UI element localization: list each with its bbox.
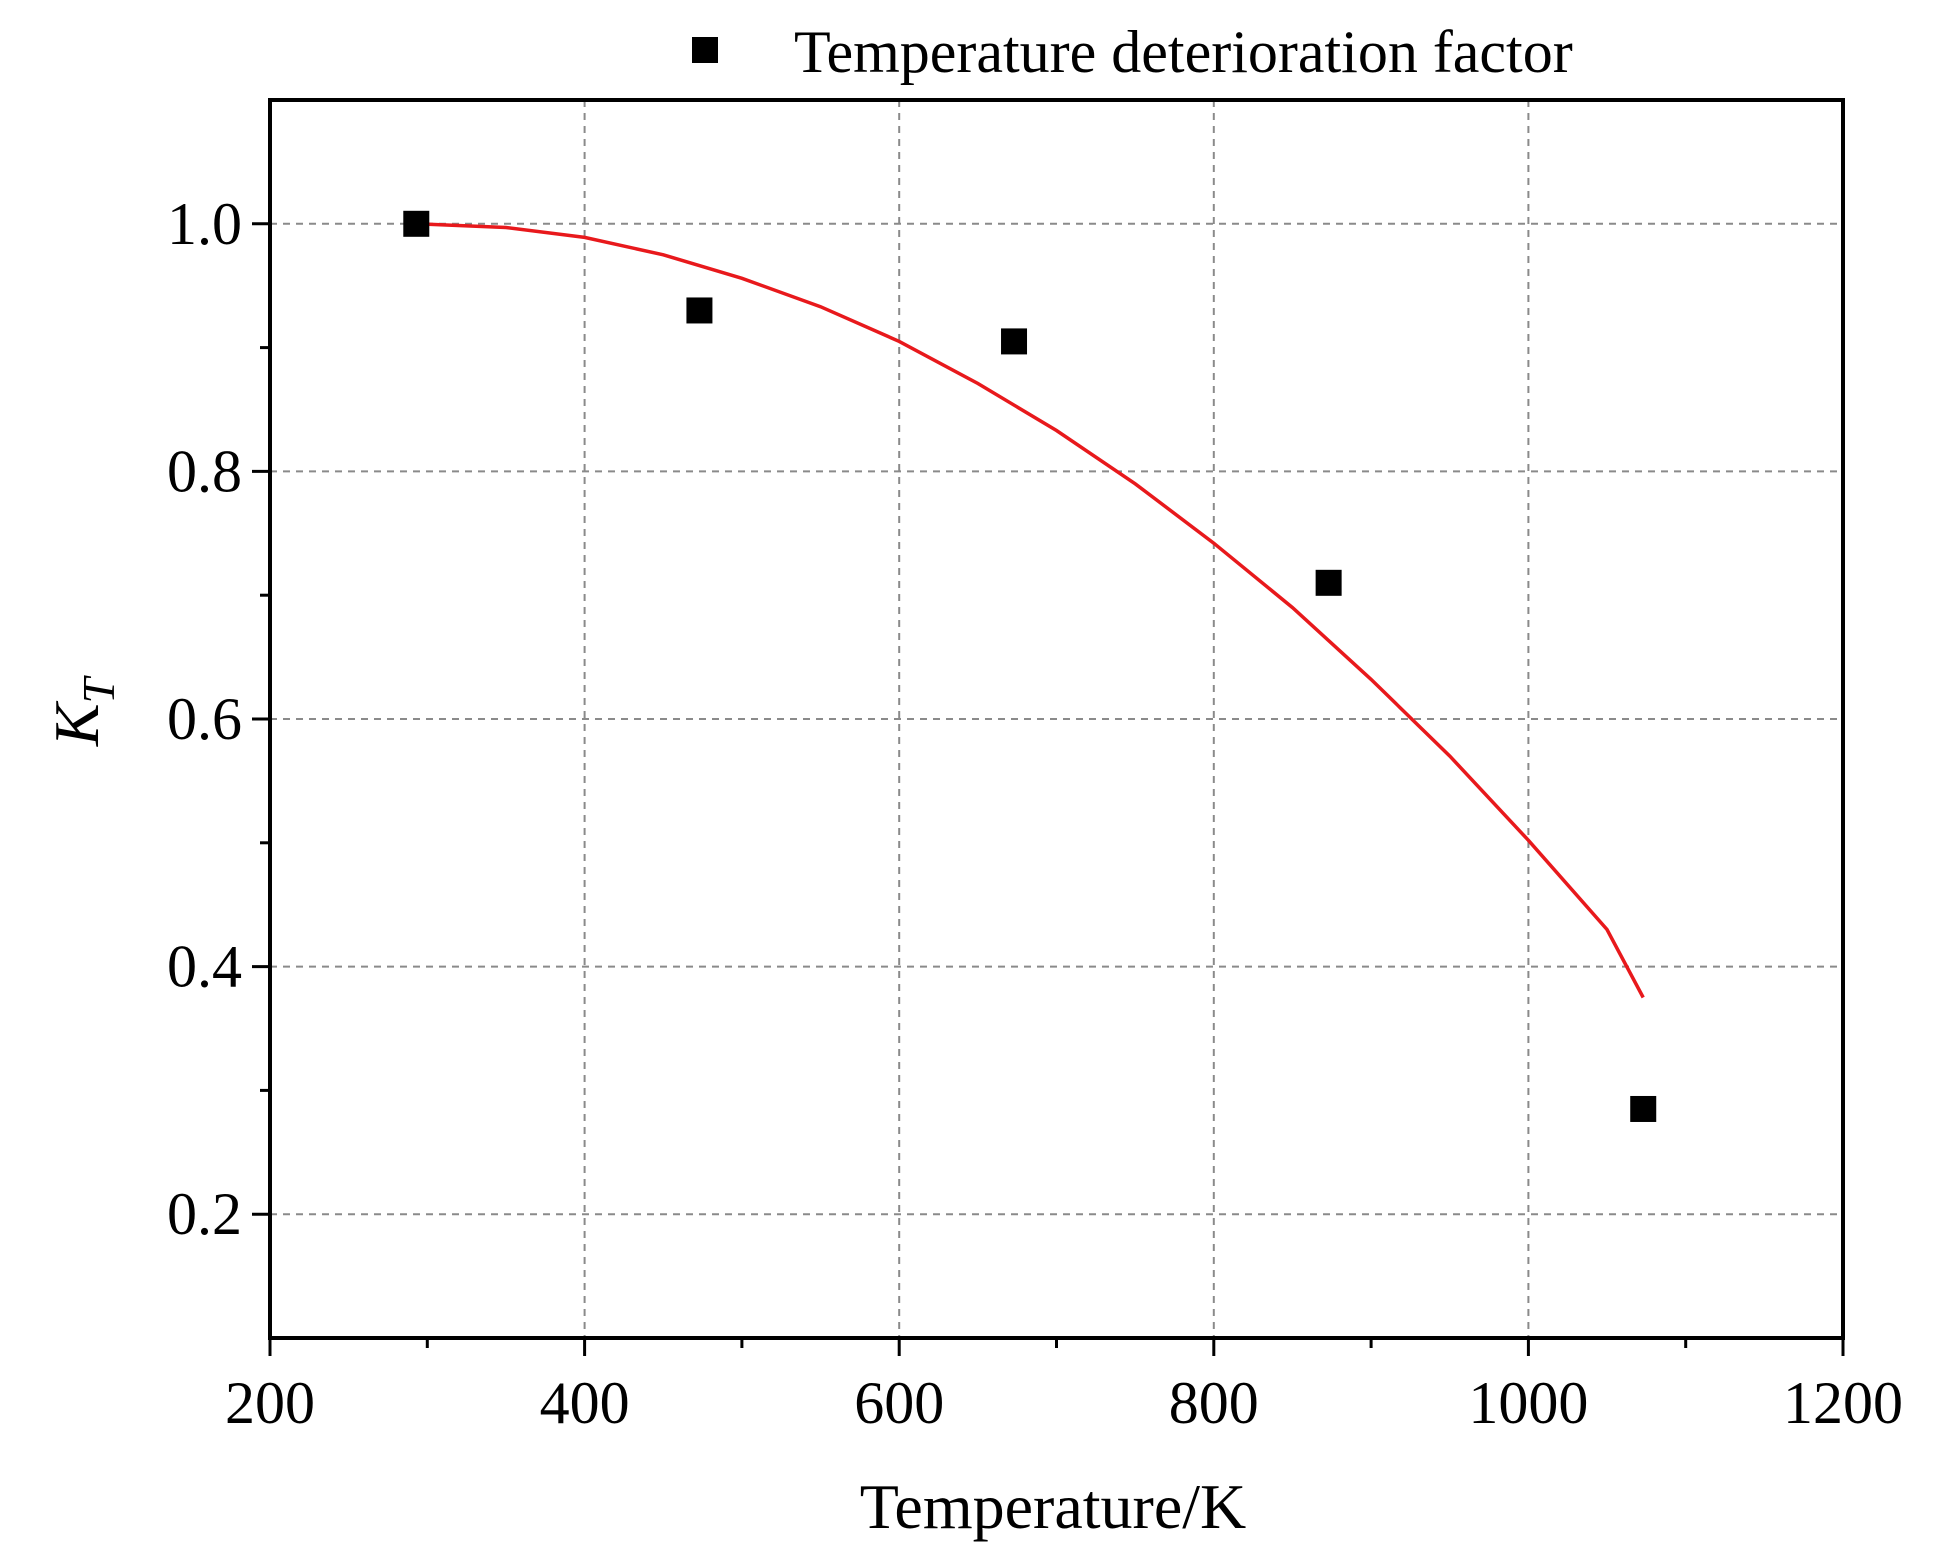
- y-tick-label: 0.8: [167, 438, 242, 504]
- legend-marker-square: [692, 37, 718, 63]
- y-axis-title-main: K: [41, 700, 112, 747]
- x-tick-label: 800: [1169, 1370, 1259, 1436]
- y-tick-label: 1.0: [167, 191, 242, 257]
- x-tick-label: 200: [225, 1370, 315, 1436]
- x-axis-title: Temperature/K: [860, 1471, 1246, 1542]
- legend-label: Temperature deterioration factor: [794, 19, 1573, 85]
- x-tick-label: 1000: [1468, 1370, 1588, 1436]
- y-tick-labels: 0.2 0.4 0.6 0.8 1.0: [167, 191, 242, 1247]
- legend: Temperature deterioration factor: [692, 19, 1573, 85]
- fit-curve: [416, 222, 1645, 999]
- y-tick-label: 0.4: [167, 934, 242, 1000]
- data-point: [1630, 1095, 1657, 1122]
- y-axis-title: KT: [41, 674, 124, 747]
- data-point: [1315, 569, 1342, 596]
- data-point: [403, 210, 430, 237]
- y-tick-label: 0.6: [167, 686, 242, 752]
- x-tick-label: 600: [854, 1370, 944, 1436]
- svg-text:KT: KT: [41, 674, 124, 747]
- grid-lines: [270, 100, 1843, 1338]
- data-point: [1001, 328, 1028, 355]
- y-tick-label: 0.2: [167, 1181, 242, 1247]
- fit-curve-layer: [416, 222, 1645, 999]
- data-point: [686, 297, 713, 324]
- data-points-layer: [403, 210, 1657, 1122]
- x-tick-label: 400: [540, 1370, 630, 1436]
- x-tick-label: 1200: [1783, 1370, 1903, 1436]
- x-tick-labels: 200 400 600 800 1000 1200: [225, 1370, 1903, 1436]
- plot-frame: [268, 98, 1845, 1340]
- y-axis-title-subscript: T: [73, 674, 124, 703]
